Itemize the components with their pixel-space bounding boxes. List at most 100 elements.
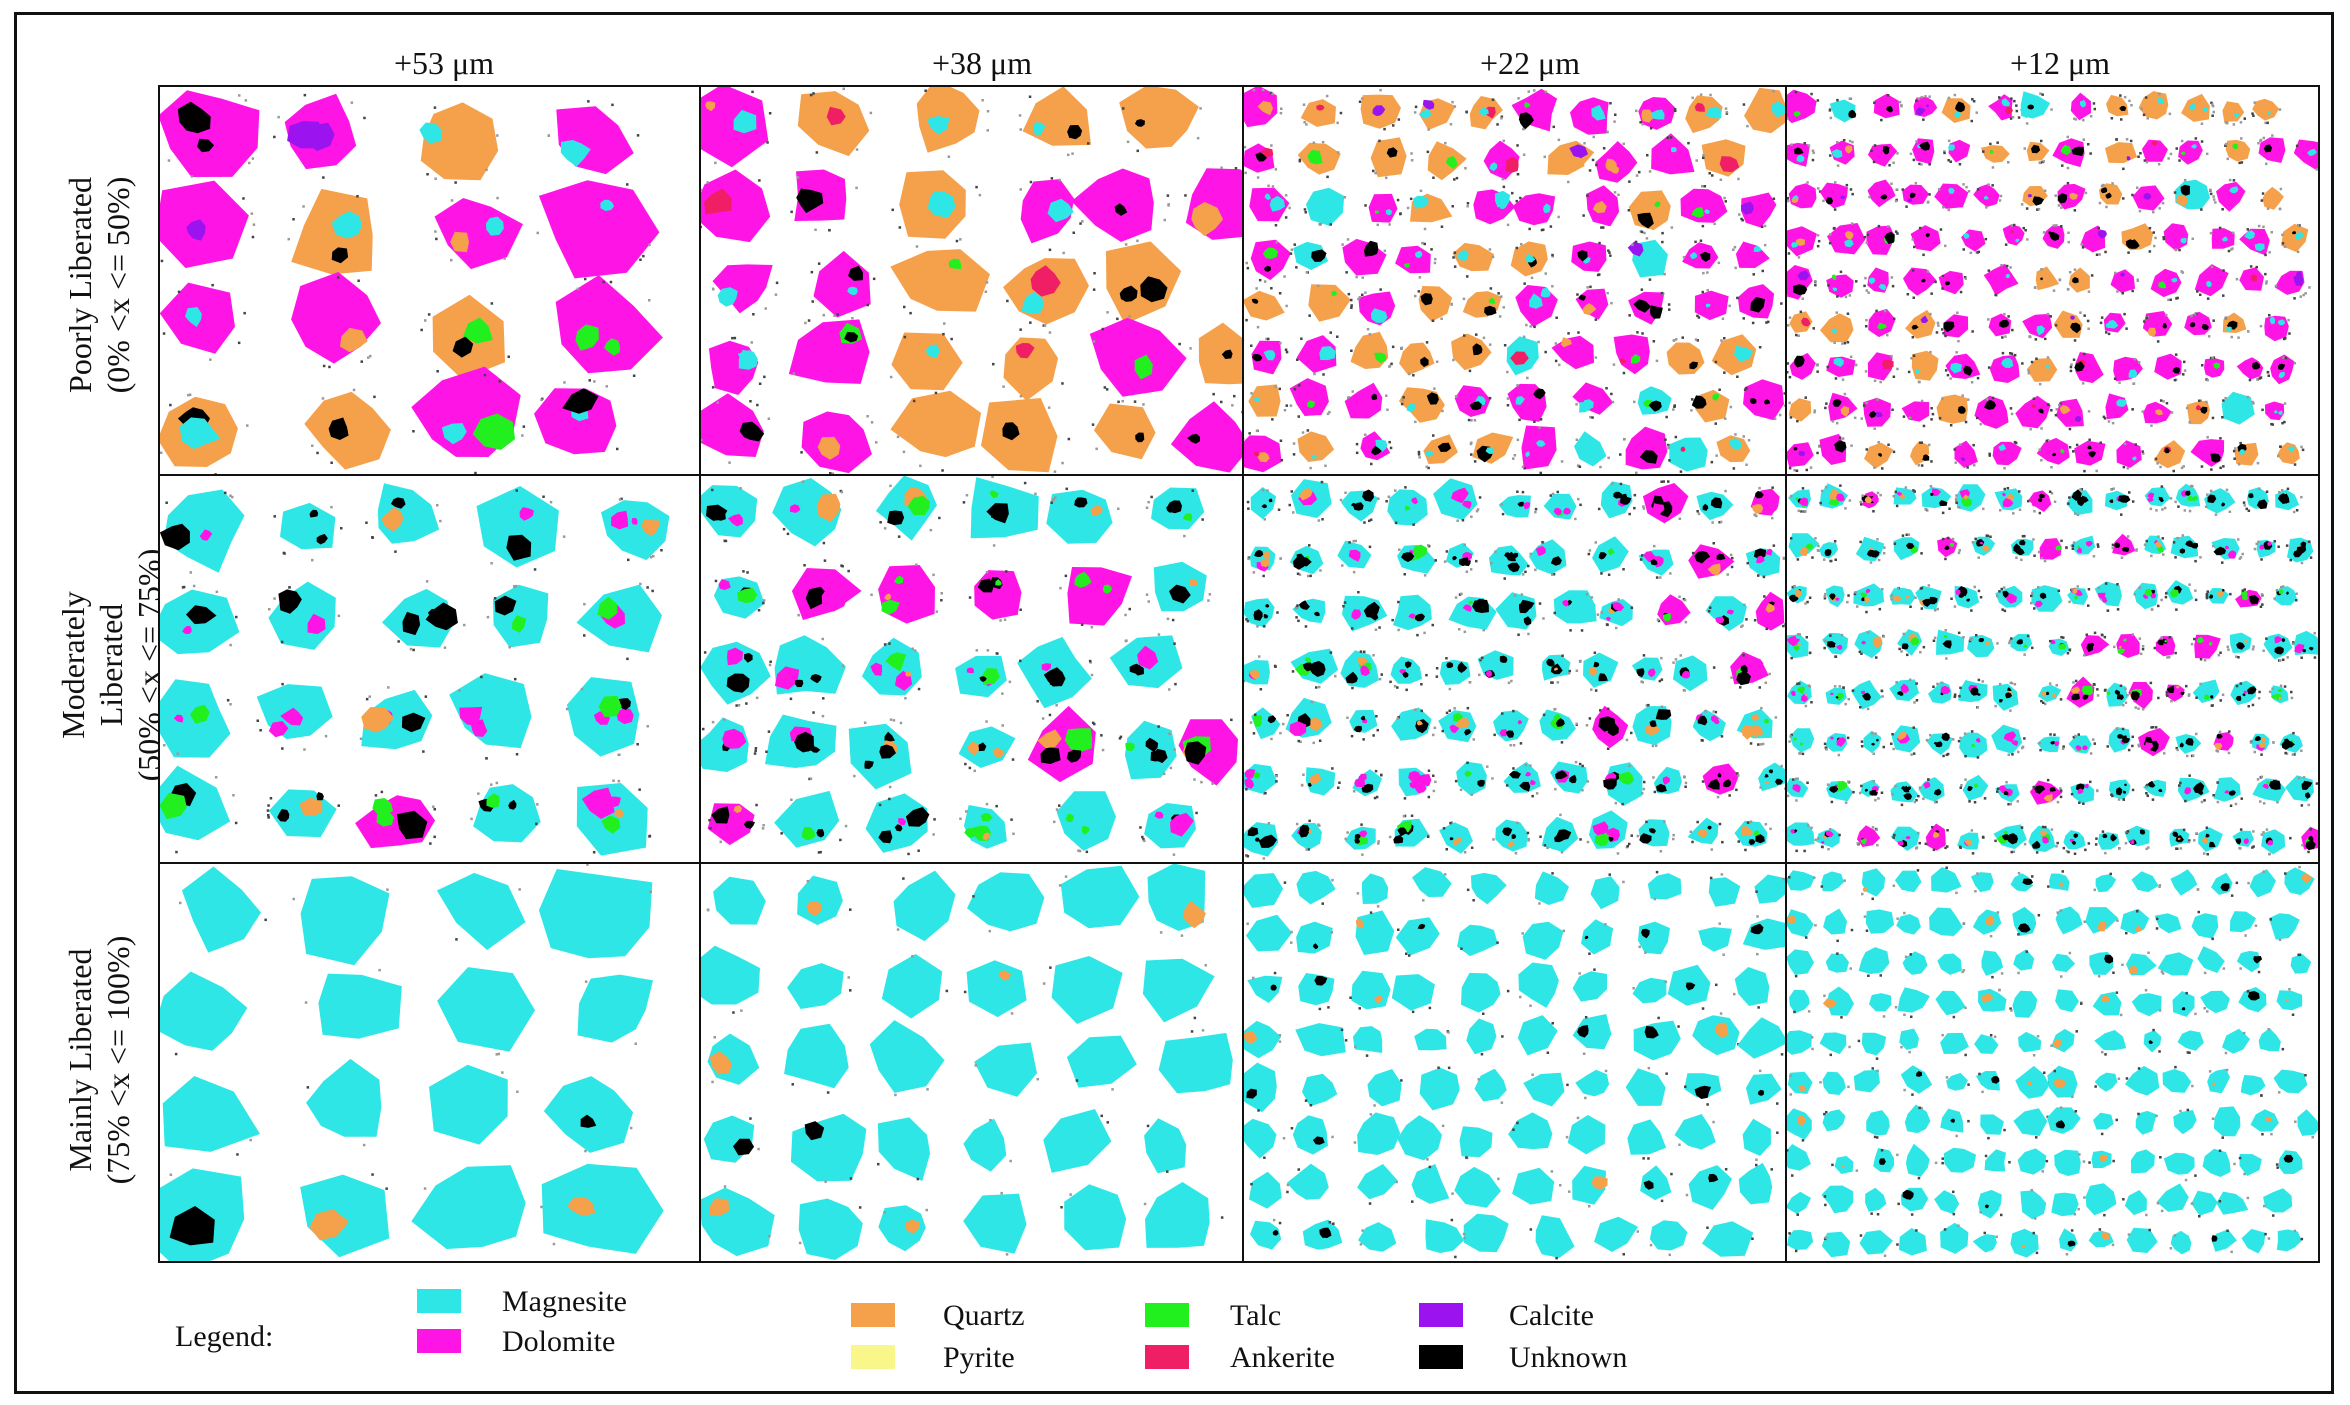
edge-speck bbox=[2181, 271, 2185, 274]
edge-speck bbox=[267, 804, 270, 807]
edge-speck bbox=[1846, 312, 1850, 315]
mineral-inclusion bbox=[361, 707, 394, 733]
edge-speck bbox=[2206, 436, 2209, 439]
edge-speck bbox=[2021, 746, 2024, 750]
edge-speck bbox=[2240, 161, 2244, 164]
edge-speck bbox=[1669, 136, 1673, 139]
edge-speck bbox=[2173, 378, 2177, 382]
edge-speck bbox=[1029, 321, 1032, 324]
edge-speck bbox=[1172, 853, 1176, 856]
edge-speck bbox=[2260, 775, 2264, 779]
mineral-inclusion bbox=[1402, 672, 1409, 678]
edge-speck bbox=[1910, 753, 1913, 756]
edge-speck bbox=[2034, 338, 2038, 341]
edge-speck bbox=[2201, 364, 2204, 367]
edge-speck bbox=[1712, 710, 1715, 713]
edge-speck bbox=[2239, 441, 2242, 445]
edge-speck bbox=[2083, 314, 2086, 317]
mineral-inclusion bbox=[1469, 401, 1482, 411]
mineral-inclusion bbox=[1505, 730, 1515, 738]
particle bbox=[2258, 137, 2286, 163]
edge-speck bbox=[2009, 709, 2012, 712]
edge-speck bbox=[2199, 658, 2203, 661]
edge-speck bbox=[1642, 1157, 1645, 1160]
mineral-inclusion bbox=[512, 615, 527, 633]
mineral-inclusion bbox=[2184, 787, 2192, 795]
edge-speck bbox=[371, 1173, 374, 1176]
edge-speck bbox=[2161, 508, 2164, 511]
edge-speck bbox=[2089, 115, 2093, 118]
edge-speck bbox=[2251, 846, 2254, 849]
edge-speck bbox=[2199, 682, 2202, 686]
edge-speck bbox=[1936, 321, 1940, 325]
edge-speck bbox=[1599, 465, 1602, 469]
mineral-inclusion bbox=[2042, 371, 2049, 377]
edge-speck bbox=[1946, 373, 1950, 377]
mineral-inclusion bbox=[1191, 201, 1224, 237]
edge-speck bbox=[1071, 152, 1074, 155]
edge-speck bbox=[2057, 589, 2061, 592]
edge-speck bbox=[1790, 656, 1793, 660]
edge-speck bbox=[1058, 804, 1061, 807]
edge-speck bbox=[1890, 354, 1893, 358]
edge-speck bbox=[1512, 1128, 1515, 1131]
mineral-inclusion bbox=[1963, 365, 1973, 376]
edge-speck bbox=[1407, 954, 1411, 957]
edge-speck bbox=[1423, 574, 1427, 577]
mineral-inclusion bbox=[1825, 830, 1834, 838]
edge-speck bbox=[1683, 598, 1687, 602]
particle bbox=[1788, 183, 1817, 209]
particle bbox=[377, 483, 440, 544]
edge-speck bbox=[1383, 127, 1386, 131]
edge-speck bbox=[2212, 356, 2216, 359]
particle bbox=[1344, 382, 1383, 419]
mineral-inclusion bbox=[1345, 671, 1358, 684]
mineral-inclusion bbox=[1610, 166, 1619, 174]
edge-speck bbox=[2206, 853, 2209, 856]
edge-speck bbox=[2162, 400, 2165, 403]
edge-speck bbox=[2065, 849, 2069, 853]
edge-speck bbox=[209, 358, 212, 361]
mineral-inclusion bbox=[1979, 541, 1984, 545]
edge-speck bbox=[1615, 626, 1618, 630]
particle bbox=[981, 398, 1058, 473]
edge-speck bbox=[1761, 269, 1764, 273]
edge-speck bbox=[1639, 121, 1642, 124]
edge-speck bbox=[1853, 592, 1857, 596]
edge-speck bbox=[1588, 1205, 1591, 1208]
edge-speck bbox=[2126, 694, 2129, 697]
edge-speck bbox=[1738, 213, 1741, 216]
edge-speck bbox=[1546, 846, 1549, 850]
edge-speck bbox=[2053, 733, 2056, 736]
particle bbox=[881, 954, 943, 1019]
edge-speck bbox=[1597, 507, 1601, 511]
mineral-inclusion bbox=[1791, 198, 1799, 203]
edge-speck bbox=[2175, 608, 2178, 611]
edge-speck bbox=[2071, 544, 2075, 547]
edge-speck bbox=[792, 372, 796, 375]
edge-speck bbox=[1220, 1216, 1224, 1219]
mineral-inclusion bbox=[1264, 265, 1271, 272]
mineral-inclusion bbox=[1740, 664, 1748, 673]
edge-speck bbox=[1839, 484, 1842, 487]
edge-speck bbox=[2040, 139, 2043, 143]
edge-speck bbox=[1906, 293, 1910, 296]
mineral-inclusion bbox=[1518, 112, 1534, 130]
edge-speck bbox=[749, 400, 752, 403]
mineral-inclusion bbox=[2207, 494, 2217, 504]
edge-speck bbox=[2010, 352, 2014, 355]
edge-speck bbox=[1747, 439, 1751, 442]
particle bbox=[2281, 223, 2309, 253]
edge-speck bbox=[1945, 657, 1948, 660]
edge-speck bbox=[2265, 280, 2268, 283]
mineral-inclusion bbox=[1805, 543, 1814, 550]
edge-speck bbox=[911, 955, 914, 958]
edge-speck bbox=[160, 259, 164, 263]
edge-speck bbox=[2068, 649, 2071, 652]
edge-speck bbox=[839, 838, 842, 842]
edge-speck bbox=[1736, 375, 1739, 378]
edge-speck bbox=[2067, 231, 2070, 234]
edge-speck bbox=[1554, 342, 1558, 345]
edge-speck bbox=[1928, 443, 1931, 447]
edge-speck bbox=[1523, 282, 1526, 285]
